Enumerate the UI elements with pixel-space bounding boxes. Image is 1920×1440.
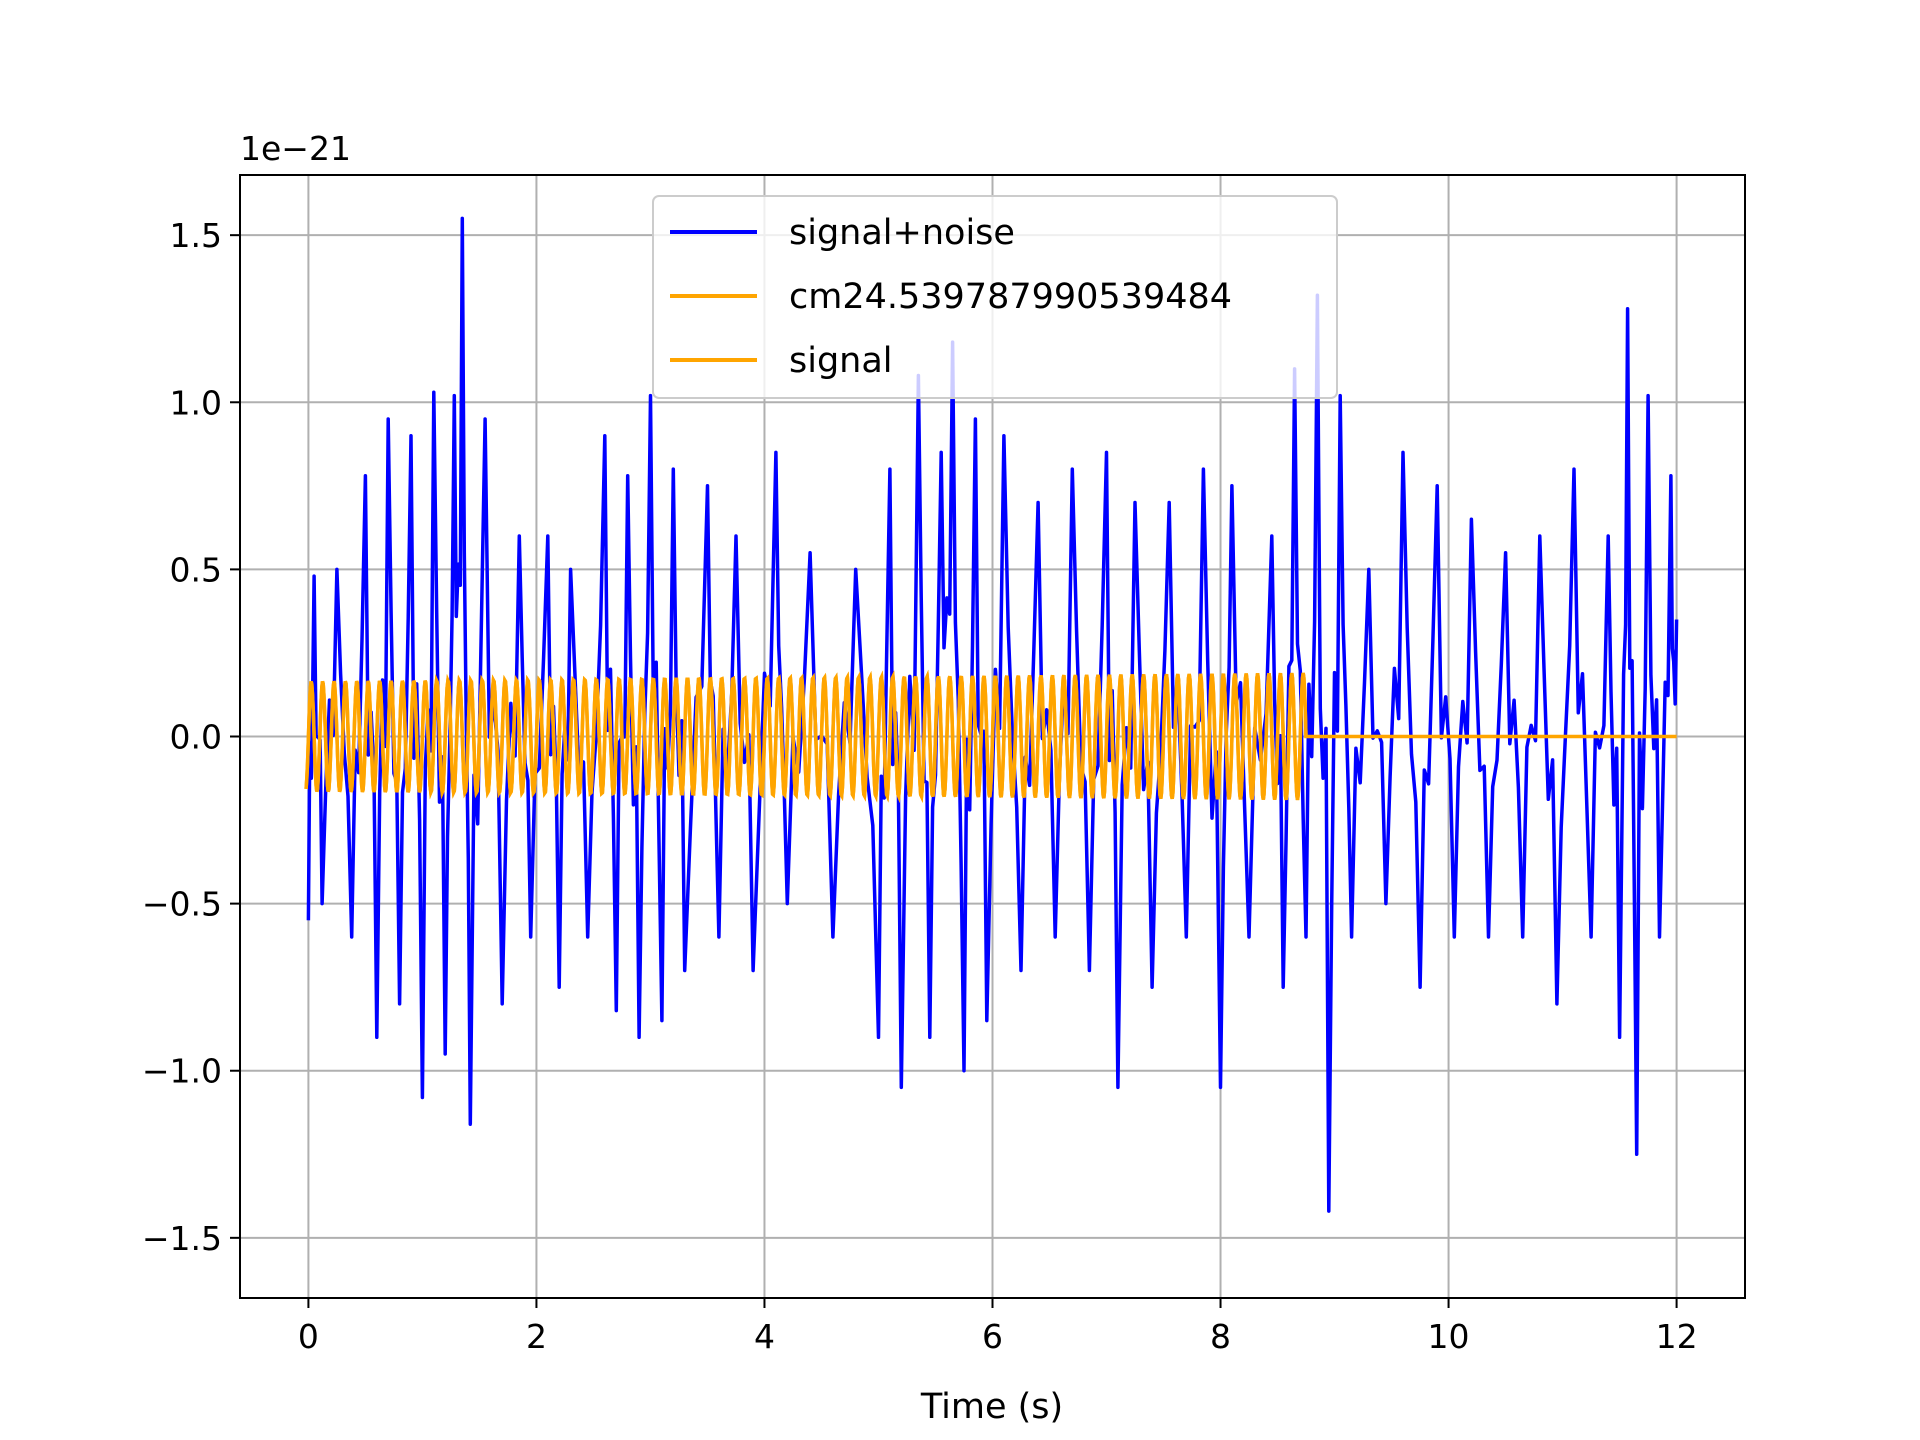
legend-label: cm24.539787990539484 bbox=[789, 277, 1232, 317]
y-tick-label: −1.5 bbox=[142, 1219, 222, 1258]
legend-label: signal+noise bbox=[789, 213, 1015, 253]
y-tick-label: 0.5 bbox=[170, 550, 222, 589]
ticks: 0 2 4 6 8 10 12 −1.5 −1.0 −0.5 0.0 0.5 1.0 1.5 bbox=[142, 216, 1698, 1356]
legend-label: signal bbox=[789, 341, 893, 381]
y-tick-label: 1.0 bbox=[170, 383, 222, 422]
y-tick-label: −0.5 bbox=[142, 885, 222, 924]
series-signal-noise-line bbox=[306, 216, 1679, 1213]
y-tick-label: 0.0 bbox=[170, 718, 222, 757]
y-tick-label: 1.5 bbox=[170, 216, 222, 255]
legend-box bbox=[652, 195, 1338, 399]
x-tick-label: 2 bbox=[526, 1317, 547, 1356]
y-tick-label: −1.0 bbox=[142, 1052, 222, 1091]
x-tick-label: 10 bbox=[1428, 1317, 1470, 1356]
x-tick-label: 4 bbox=[754, 1317, 775, 1356]
x-tick-label: 8 bbox=[1210, 1317, 1231, 1356]
x-tick-label: 6 bbox=[982, 1317, 1003, 1356]
x-tick-label: 12 bbox=[1656, 1317, 1698, 1356]
series-signal-line bbox=[304, 669, 1677, 804]
series-layer bbox=[304, 216, 1679, 1213]
x-tick-label: 0 bbox=[298, 1317, 319, 1356]
x-axis-title: Time (s) bbox=[920, 1387, 1063, 1427]
offset-text: 1e−21 bbox=[240, 129, 351, 168]
legend: signal+noise cm24.539787990539484 signal bbox=[652, 195, 1338, 399]
